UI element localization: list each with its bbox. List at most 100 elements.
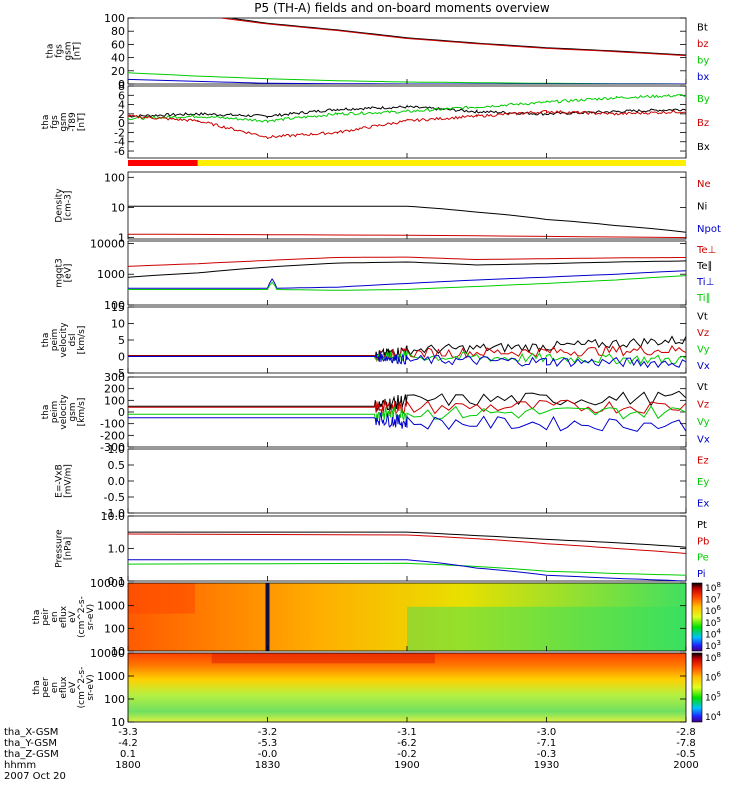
x-tick-value-0-4: -2.8 <box>676 727 696 738</box>
temp-ytick-label-1: 1000 <box>97 268 125 281</box>
pressure-ytick-label-0: 0.1 <box>108 575 126 588</box>
fgs_t89-ytick-label-0: -6 <box>114 145 125 158</box>
velocity_dsl-series-Vz <box>128 344 686 363</box>
density-ytick-label-1: 10 <box>111 201 125 214</box>
velocity_gsm-ylabel-2: velocity <box>59 394 69 430</box>
pressure-series-Pi <box>128 559 686 581</box>
velocity_gsm-frame <box>127 376 687 448</box>
fgs-series-layer <box>128 18 686 84</box>
temp-legend-3: Ti∥ <box>696 293 711 304</box>
panel-electron_spectrogram: 108 106 105 104 10 100 1000 10000 tha peer en eflux… <box>32 647 721 729</box>
fgs_t89-ytick-label-2: -2 <box>114 126 125 139</box>
efield-frame <box>127 448 687 514</box>
velocity_gsm-ytick-label-6: 300 <box>104 371 125 384</box>
velocity_gsm-legend-1: Vz <box>697 399 709 410</box>
electron_spectrogram-colorbar-tick-0: 108 <box>705 651 721 664</box>
electron_spectrogram-ytick-label-1: 100 <box>104 693 125 706</box>
state_bar-segment-0 <box>128 160 198 166</box>
velocity_dsl-ytick-label-4: 15 <box>111 301 125 314</box>
x-row-label-3: hhmm <box>4 760 36 771</box>
electron_spectrogram-ylabel-3: eflux <box>59 676 69 699</box>
fgs_t89-ylabel-0: tha <box>41 115 51 130</box>
x-tick-value-3-2: 1900 <box>394 760 419 771</box>
fgs-legend-2: by <box>697 55 709 66</box>
ion_spectrogram-ytick-label-0: 10 <box>111 645 125 658</box>
x-tick-value-1-0: -4.2 <box>118 738 138 749</box>
velocity_dsl-ytick-label-1: 0 <box>118 351 125 364</box>
electron-spectrogram-hot-band <box>211 653 435 664</box>
temp-ytick-label-2: 10000 <box>90 237 125 250</box>
fgs-series-Bt <box>226 18 686 56</box>
pressure-series-Pt <box>128 531 686 548</box>
x-row-label-0: tha_X-GSM <box>4 727 58 738</box>
colorbar-icon <box>691 582 703 652</box>
temp-ytick-label-0: 100 <box>104 299 125 312</box>
x-tick-labels: -3.3 -3.2 -3.1 -3.0 -2.8 -4.2 -5.3 -6.2 -7.1 -7.8… <box>115 727 698 771</box>
density-ylabel-1: [cm-3] <box>64 191 74 221</box>
ion-spectrogram-image <box>128 583 686 651</box>
fgs_t89-ytick-label-5: 4 <box>118 99 125 112</box>
fgs-ytick-label-0: 0 <box>118 78 125 91</box>
temp-legend-2: Ti⊥ <box>696 277 714 288</box>
pressure-series-Pb <box>128 533 686 554</box>
panel-temp: 100 1000 10000 mgqt3 [eV] Te⊥ Te∥ Ti⊥ Ti∥ <box>55 237 717 312</box>
fgs_t89-series-By <box>128 94 686 124</box>
temp-ylabel-0: mgqt3 <box>55 258 65 287</box>
electron_spectrogram-ytick-label-3: 10000 <box>90 647 125 660</box>
panel-density: 1 10 100 Density [cm-3] Ne Ni Npot <box>55 171 721 244</box>
electron_spectrogram-colorbar-tick-3: 104 <box>705 710 721 723</box>
ion_spectrogram-ylabel-5: (cm^2-s- <box>77 596 87 638</box>
velocity_gsm-ytick-label-1: -200 <box>100 429 125 442</box>
panel-efield: -1.0 -0.5 0.0 0.5 1.0 E=-VxB [mV/m] Ez Ey Ex <box>55 443 710 520</box>
x-tick-value-3-1: 1830 <box>255 760 280 771</box>
panel-state_bar <box>128 160 686 166</box>
ion-spectrogram-hot-region <box>128 583 195 614</box>
temp-ylabel-1: [eV] <box>64 264 74 283</box>
electron_spectrogram-ylabel-6: sr-eV) <box>86 674 96 700</box>
velocity_gsm-ylabel-3: gsm <box>68 402 78 421</box>
density-ytick-label-0: 1 <box>118 232 125 245</box>
x-tick-value-3-4: 2000 <box>673 760 698 771</box>
ion_spectrogram-ylabel-3: eflux <box>59 605 69 628</box>
velocity_gsm-series-Vt <box>128 390 686 413</box>
pressure-ylabel-0: Pressure <box>55 529 65 568</box>
fgs-ylabel-0: tha <box>46 44 56 59</box>
electron-spectrogram-image <box>128 653 686 722</box>
x-tick-value-3-0: 1800 <box>115 760 140 771</box>
ion_spectrogram-ylabel-4: eV <box>68 610 78 623</box>
fgs-legend-1: bz <box>697 39 709 50</box>
x-tick-value-0-1: -3.2 <box>258 727 278 738</box>
x-tick-value-2-4: -0.5 <box>676 749 696 760</box>
panel-pressure: 0.1 1.0 10.0 Pressure [nPa] Pt Pb Pe Pi <box>55 510 710 588</box>
temp-legend-0: Te⊥ <box>696 245 716 256</box>
fgs_t89-ytick-label-1: -4 <box>114 136 125 149</box>
temp-series-Te⊥ <box>128 256 686 267</box>
velocity_gsm-ytick-label-2: -100 <box>100 418 125 431</box>
fgs_t89-series-Bx <box>128 104 686 119</box>
velocity_gsm-ytick-label-4: 100 <box>104 394 125 407</box>
pressure-ytick-label-1: 1.0 <box>108 543 126 556</box>
fgs_t89-legend-0: By <box>697 94 710 105</box>
pressure-ytick-label-2: 10.0 <box>101 510 126 523</box>
velocity_gsm-ytick-label-3: 0 <box>118 406 125 419</box>
x-tick-value-2-1: -0.0 <box>258 749 278 760</box>
x-tick-value-0-0: -3.3 <box>118 727 138 738</box>
x-tick-value-0-3: -3.0 <box>537 727 557 738</box>
velocity_dsl-ytick-label-3: 10 <box>111 318 125 331</box>
velocity_dsl-ytick-label-2: 5 <box>118 334 125 347</box>
fgs_t89-ytick-label-6: 6 <box>118 89 125 102</box>
fgs-legend-0: Bt <box>697 22 708 33</box>
temp-frame <box>127 240 687 306</box>
fgs-ytick-label-4: 80 <box>111 25 125 38</box>
fgs-ylabel-2: gsm <box>64 41 74 60</box>
efield-legend-2: Ex <box>697 498 709 509</box>
x-tick-value-0-2: -3.1 <box>397 727 417 738</box>
ion-spectrogram-gap <box>265 583 270 651</box>
pressure-legend-0: Pt <box>697 520 707 531</box>
velocity_gsm-ytick-label-0: -300 <box>100 441 125 454</box>
electron_spectrogram-colorbar-tick-2: 105 <box>705 690 721 703</box>
velocity_gsm-ytick-label-5: 200 <box>104 383 125 396</box>
